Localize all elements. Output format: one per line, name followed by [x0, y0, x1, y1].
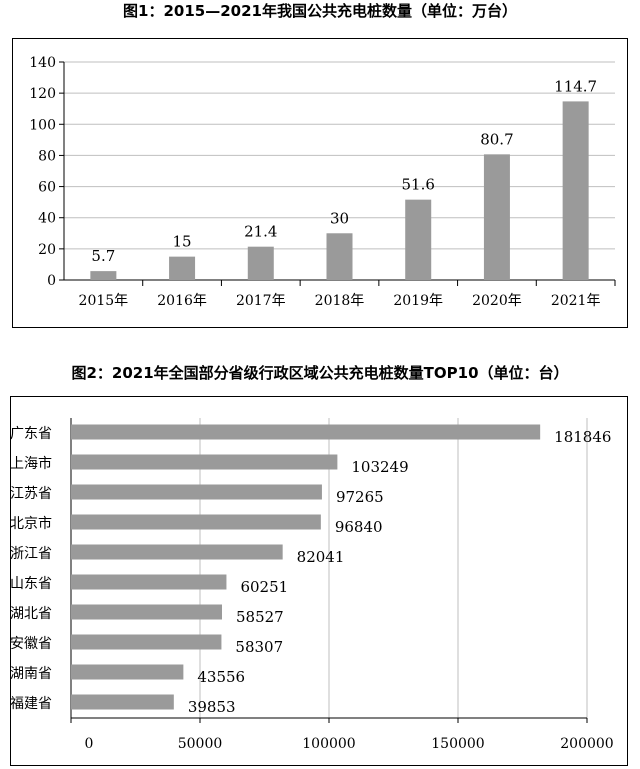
chart2-category-label: 安徽省 [10, 636, 52, 652]
chart2-data-label: 39853 [188, 698, 236, 716]
chart2-category-label: 上海市 [10, 455, 52, 472]
chart2-category-label: 湖北省 [10, 606, 52, 622]
chart1-xtick-label: 2015年 [79, 293, 129, 309]
chart1-data-label: 30 [330, 209, 349, 227]
chart2-xtick-label: 100000 [302, 736, 355, 752]
chart2-xtick-label: 200000 [560, 736, 613, 752]
chart2-bar [71, 604, 222, 620]
chart1-data-label: 15 [173, 233, 192, 251]
chart1-data-label: 80.7 [480, 130, 513, 148]
chart1-bar [247, 246, 274, 280]
chart1-bar [405, 199, 432, 280]
chart1-bar [562, 101, 589, 280]
chart2-bar [71, 634, 222, 650]
chart1-ytick-label: 60 [38, 180, 56, 196]
chart2-data-label: 103249 [351, 458, 408, 476]
chart2-bar [71, 514, 321, 530]
chart1-bar [483, 154, 510, 280]
chart2-category-label: 江苏省 [10, 486, 52, 502]
chart1-title: 图1：2015—2021年我国公共充电桩数量（单位：万台） [123, 2, 517, 20]
chart1-xtick-label: 2019年 [393, 293, 443, 309]
chart1-xtick-label: 2017年 [236, 293, 286, 309]
chart1-bar [90, 271, 117, 280]
chart1-ytick-label: 0 [47, 273, 56, 289]
chart1-xtick-label: 2020年 [472, 293, 522, 309]
chart1-data-label: 21.4 [244, 223, 277, 241]
chart2-data-label: 60251 [240, 578, 288, 596]
chart2-title: 图2：2021年全国部分省级行政区域公共充电桩数量TOP10（单位：台） [71, 364, 569, 382]
chart1-ytick-label: 140 [29, 55, 56, 71]
chart1-data-label: 114.7 [554, 77, 597, 95]
chart2-category-label: 北京市 [10, 515, 52, 532]
chart1-data-label: 51.6 [402, 176, 435, 194]
chart1-bar [169, 256, 196, 280]
chart2-bar [71, 544, 283, 560]
chart2-bar [71, 424, 541, 440]
chart2-xtick-label: 0 [85, 736, 94, 752]
chart1-ytick-label: 40 [38, 211, 56, 227]
chart2-xtick-label: 50000 [178, 736, 223, 752]
chart2-category-label: 山东省 [10, 576, 52, 592]
chart1-ytick-label: 80 [38, 148, 56, 164]
chart2-bar [71, 454, 338, 470]
chart2-data-label: 58527 [236, 608, 284, 626]
chart1-plot: 0 20 40 60 80 100 120 140 5.7 2015年 15 2016年 21.4 201… [29, 55, 616, 309]
chart2-data-label: 82041 [297, 548, 345, 566]
chart2-data-label: 43556 [197, 668, 245, 686]
chart1-xtick-label: 2016年 [157, 293, 207, 309]
chart1-bar [326, 233, 353, 280]
chart2-data-label: 97265 [336, 488, 384, 506]
chart2-bar [71, 574, 227, 590]
chart2-xtick-label: 150000 [431, 736, 484, 752]
chart2-data-label: 58307 [235, 638, 283, 656]
chart2-bar [71, 484, 322, 500]
chart1-data-label: 5.7 [91, 247, 115, 265]
chart2-category-label: 福建省 [10, 696, 52, 712]
chart2-bar [71, 664, 184, 680]
chart1-xtick-label: 2021年 [551, 293, 601, 309]
chart1-ytick-label: 100 [29, 117, 56, 133]
chart2-category-label: 湖南省 [10, 666, 52, 682]
chart1-xtick-label: 2018年 [315, 293, 365, 309]
chart1-ytick-label: 20 [38, 242, 56, 258]
chart2-data-label: 181846 [554, 428, 611, 446]
chart2-category-label: 浙江省 [10, 546, 52, 562]
chart2-bar [71, 694, 174, 710]
chart1-ytick-label: 120 [29, 86, 56, 102]
chart2-category-label: 广东省 [10, 426, 52, 442]
chart2-data-label: 96840 [335, 518, 383, 536]
